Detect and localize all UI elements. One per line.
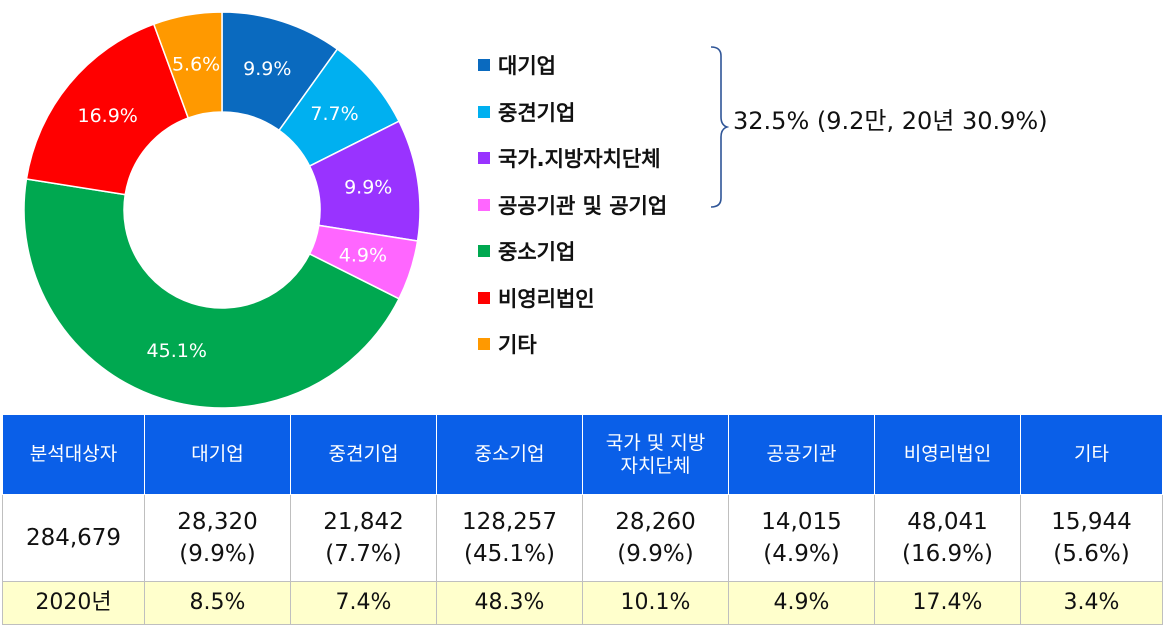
legend-swatch	[478, 291, 490, 304]
slice-label-1: 9.9%	[243, 58, 291, 80]
donut-chart: 9.9% 7.7% 9.9% 4.9% 45.1% 16.9% 5.6%	[23, 11, 421, 409]
donut-slice-5	[23, 178, 400, 409]
legend-item-6: 비영리법인	[478, 275, 667, 322]
cell-text: 21,842	[323, 508, 404, 535]
bracket-note: 32.5% (9.2만, 20년 30.9%)	[733, 107, 1048, 135]
legend-item-1: 대기업	[478, 42, 667, 89]
header-text: 국가 및 지방	[605, 431, 706, 454]
cell-text: (9.9%)	[617, 541, 694, 567]
year-cell: 7.4%	[290, 581, 437, 625]
legend-item-3: 국가.지방자치단체	[478, 135, 667, 182]
legend-label: 대기업	[498, 54, 556, 79]
count-cell: 284,679	[2, 494, 145, 582]
cell-text: 128,257	[461, 508, 558, 535]
slice-label-2: 7.7%	[310, 103, 358, 125]
cell-text: (9.9%)	[179, 541, 256, 567]
legend-swatch	[478, 152, 490, 165]
donut-slice-6	[25, 23, 190, 196]
header-text: 비영리법인	[903, 443, 992, 466]
year-cell: 17.4%	[874, 581, 1021, 625]
legend-swatch	[478, 245, 490, 258]
header-text: 중소기업	[474, 443, 545, 466]
legend-label: 기타	[498, 333, 537, 358]
legend-label: 비영리법인	[498, 286, 595, 311]
year-cell: 10.1%	[582, 581, 729, 625]
legend-swatch	[478, 338, 490, 351]
legend-item-4: 공공기관 및 공기업	[478, 182, 667, 229]
slice-label-3: 9.9%	[344, 176, 392, 198]
cell-text: 14,015	[761, 508, 842, 535]
header-text: 대기업	[191, 443, 244, 466]
column-header: 대기업	[144, 414, 291, 495]
count-cell: 128,257 (45.1%)	[436, 494, 583, 582]
cell-text: 284,679	[25, 524, 122, 551]
cell-text: (45.1%)	[463, 541, 555, 567]
legend-item-7: 기타	[478, 321, 667, 368]
table-row-2020: 2020년 8.5% 7.4% 48.3% 10.1% 4.9% 17.4% 3.4%	[2, 581, 1163, 625]
column-header: 중소기업	[436, 414, 583, 495]
slice-label-5: 45.1%	[147, 340, 207, 362]
cell-text: 15,944	[1051, 508, 1132, 535]
column-header: 국가 및 지방 자치단체	[582, 414, 729, 495]
cell-text: (5.6%)	[1053, 541, 1130, 567]
header-text: 공공기관	[766, 443, 837, 466]
year-cell: 48.3%	[436, 581, 583, 625]
slice-label-6: 16.9%	[77, 105, 137, 127]
cell-text: (7.7%)	[325, 541, 402, 567]
year-cell: 4.9%	[728, 581, 875, 625]
header-text: 분석대상자	[29, 443, 118, 466]
header-text: 기타	[1074, 443, 1109, 466]
cell-text: 48,041	[907, 508, 988, 535]
column-header: 중견기업	[290, 414, 437, 495]
column-header: 비영리법인	[874, 414, 1021, 495]
slice-label-7: 5.6%	[172, 53, 220, 75]
header-text: 자치단체	[620, 454, 691, 477]
grouping-bracket	[710, 46, 729, 208]
legend-item-5: 중소기업	[478, 228, 667, 275]
table-row-counts: 284,679 28,320 (9.9%) 21,842 (7.7%) 128,257 (4…	[2, 494, 1163, 582]
count-cell: 48,041 (16.9%)	[874, 494, 1021, 582]
legend-item-2: 중견기업	[478, 89, 667, 136]
column-header: 공공기관	[728, 414, 875, 495]
slice-label-4: 4.9%	[339, 244, 387, 266]
stats-table: 분석대상자 대기업 중견기업 중소기업 국가 및 지방 자치단체 공공기관 비영리법인 기타 2…	[2, 414, 1163, 625]
count-cell: 15,944 (5.6%)	[1020, 494, 1163, 582]
count-cell: 28,320 (9.9%)	[144, 494, 291, 582]
year-cell: 2020년	[2, 581, 145, 625]
cell-text: (4.9%)	[763, 541, 840, 567]
year-cell: 3.4%	[1020, 581, 1163, 625]
legend-label: 공공기관 및 공기업	[498, 193, 668, 218]
legend-swatch	[478, 198, 490, 211]
cell-text: 28,320	[177, 508, 258, 535]
count-cell: 14,015 (4.9%)	[728, 494, 875, 582]
table-header-row: 분석대상자 대기업 중견기업 중소기업 국가 및 지방 자치단체 공공기관 비영리법인 기타	[2, 414, 1163, 495]
legend-swatch	[478, 105, 490, 118]
column-header: 분석대상자	[2, 414, 145, 495]
legend-label: 중소기업	[498, 240, 576, 265]
legend-swatch	[478, 59, 490, 72]
donut-slice-7	[152, 11, 223, 119]
year-cell: 8.5%	[144, 581, 291, 625]
count-cell: 21,842 (7.7%)	[290, 494, 437, 582]
legend-label: 중견기업	[498, 100, 576, 125]
cell-text: 28,260	[615, 508, 696, 535]
legend-label: 국가.지방자치단체	[498, 147, 661, 172]
count-cell: 28,260 (9.9%)	[582, 494, 729, 582]
header-text: 중견기업	[328, 443, 399, 466]
column-header: 기타	[1020, 414, 1163, 495]
cell-text: (16.9%)	[901, 541, 993, 567]
